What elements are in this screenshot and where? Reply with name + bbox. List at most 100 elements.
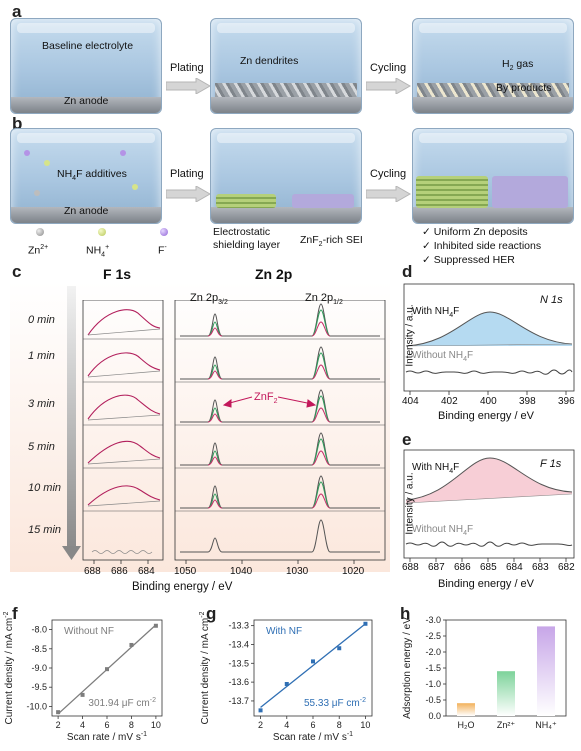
e-label: F 1s [540,458,562,470]
baseline-electrolyte-label: Baseline electrolyte [42,40,134,52]
data-point [363,621,368,626]
e-tick-688: 688 [402,562,419,573]
e-spectrum [403,449,575,562]
zn32-label: Zn 2p3/2 [190,292,228,307]
panel-label-h: h [400,604,411,623]
y-tick-label: -3.0 [425,615,441,625]
bullet-1: ✓ Uniform Zn deposits [422,226,528,238]
arrow-right-icon [166,186,212,202]
nh4f-additives-label: NH4F additives [57,168,127,183]
y-tick-label: -13.7 [228,696,249,706]
bar [457,703,475,716]
f1s-tick-688: 688 [84,566,101,577]
panel-label-g: g [206,604,217,623]
panel-label-f: f [12,604,18,623]
d-xlabel: Binding energy / eV [438,410,535,422]
chart-g: 2 4 6 8 10 -13.3 -13.4 -13.5 -13.6 -13.7 With NF 55… [199,612,373,743]
zn-tick-1020: 1020 [342,566,365,577]
y-tick-label: -2.0 [425,647,441,657]
e-with-label: With NH4F [412,462,460,475]
y-tick-label: -13.5 [228,658,249,668]
f1s-tick-684: 684 [138,566,155,577]
shielding-label-1: Electrostatic [213,226,271,238]
cell-additive [10,128,162,224]
sei-thick-graphic [492,176,568,208]
panel-label-b: b [12,114,23,133]
f-ion-legend-icon [160,228,168,236]
bar [537,626,555,716]
y-tick-label: -8.0 [31,625,47,635]
zn-ion-legend-icon [36,228,44,236]
cell-baseline [10,18,162,114]
time-label-15: 15 min [28,524,62,536]
arrow-right-icon [366,78,412,94]
legend-label: With NF [266,626,302,637]
data-point [56,710,61,715]
x-tick-label: 8 [337,720,342,730]
y-tick-label: -9.5 [31,682,47,692]
chart-f: 2 4 6 8 10 -8.0 -8.5 -9.0 -9.5 -10.0 Without NF 301… [3,612,163,743]
time-label-3: 3 min [28,398,55,410]
x-tick-label: 10 [151,720,161,730]
x-tick-label: Zn²⁺ [497,720,516,730]
bullet-3: ✓ Suppressed HER [422,254,515,266]
data-point [311,659,315,664]
data-point [129,642,134,647]
x-tick-label: 4 [284,720,289,730]
byproducts-label: By products [496,82,552,94]
zn-dendrites-label: Zn dendrites [240,55,299,67]
shielding-label-2: shielding layer [213,239,281,251]
d-with-label: With NH4F [412,306,460,319]
c-spectra [82,300,386,564]
y-tick-label: -2.5 [425,631,441,641]
legend-f: F- [158,244,167,257]
x-axis-label: Scan rate / mV s-1 [67,731,147,743]
x-tick-label: H₂O [458,720,475,730]
d-tick-404: 404 [402,396,419,407]
d-ylabel: Intensity / a.u. [404,304,416,367]
c-title-zn2p: Zn 2p [255,266,293,282]
e-tick-684: 684 [506,562,523,573]
y-axis-label: Current density / mA cm-2 [3,612,15,724]
znf2-label: ZnF2 [254,391,278,406]
data-point [105,667,109,672]
nh4-ion-legend-icon [98,228,106,236]
d-tick-396: 396 [558,396,575,407]
e-tick-686: 686 [454,562,471,573]
data-point [258,708,263,713]
zn-anode-label-b: Zn anode [64,205,109,217]
time-label-10: 10 min [28,482,62,494]
y-tick-label: -9.0 [31,663,47,673]
fit-line [260,623,366,708]
d-tick-400: 400 [480,396,497,407]
panel-label-c: c [12,262,22,281]
cell-dendrites [210,18,362,114]
e-ylabel: Intensity / a.u. [404,472,416,535]
x-tick-label: 10 [360,720,370,730]
time-arrow-shaft [67,286,76,548]
time-label-5: 5 min [28,441,55,453]
y-tick-label: -13.6 [228,677,249,687]
panel-label-a: a [12,2,22,21]
y-tick-label: -10.0 [26,701,47,711]
y-tick-label: -1.0 [425,679,441,689]
sei-label: ZnF2-rich SEI [300,234,363,249]
x-tick-label: 2 [56,720,61,730]
data-point [153,623,158,628]
cell-byproducts [412,18,574,114]
x-tick-label: 8 [129,720,134,730]
zn12-label: Zn 2p1/2 [305,292,343,307]
shielding-layer-graphic [216,194,276,208]
x-axis-label: Scan rate / mV s-1 [273,731,353,743]
d-without-label: Without NH4F [412,350,474,363]
cell-plating-nh4f [210,128,362,224]
y-tick-label: -8.5 [31,644,47,654]
uniform-deposit-graphic [416,176,488,208]
y-tick-label: -1.5 [425,663,441,673]
zn-anode-label-a: Zn anode [64,95,109,107]
cycling-label-b: Cycling [370,168,407,180]
bullet-2: ✓ Inhibited side reactions [422,240,542,252]
plating-label-a: Plating [170,62,204,74]
capacitance-annotation: 301.94 μF cm-2 [88,697,156,709]
y-axis-label: Current density / mA cm-2 [199,612,211,724]
